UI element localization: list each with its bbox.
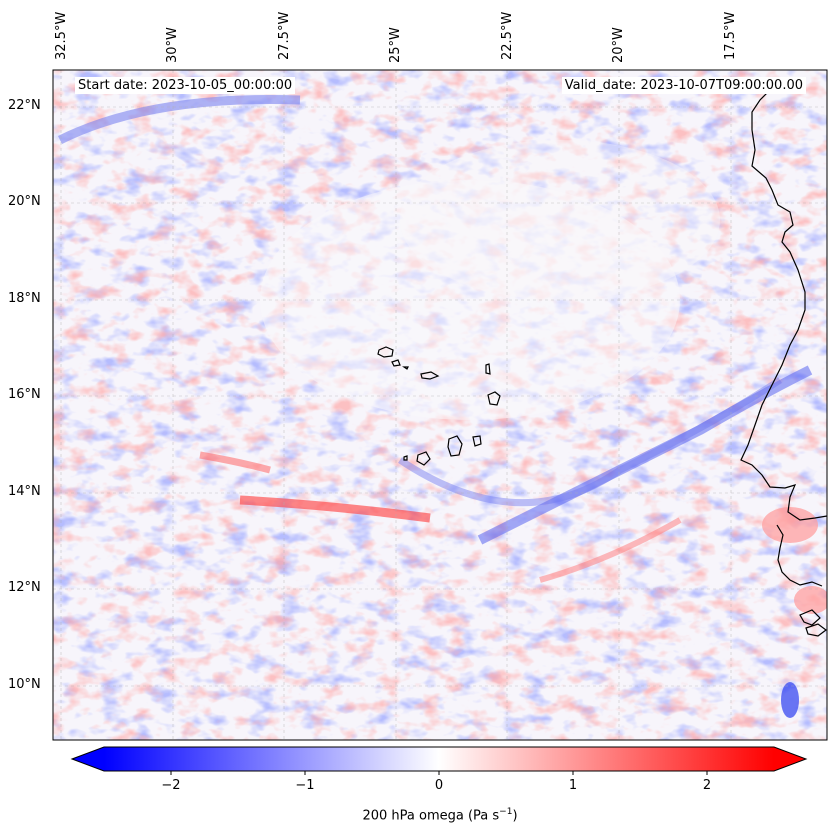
- lat-label-18n: 18°N: [8, 291, 41, 306]
- african-coastline: [740, 89, 828, 637]
- colorbar: [70, 746, 808, 775]
- lat-label-20n: 20°N: [8, 194, 41, 209]
- colorbar-title-text: 200 hPa omega (Pa s: [362, 808, 500, 824]
- colorbar-gradient: [104, 747, 774, 771]
- lat-label-14n: 14°N: [8, 484, 41, 499]
- graticule: [53, 70, 827, 740]
- lat-label-16n: 16°N: [8, 387, 41, 402]
- lon-label-27-5w: 27.5°W: [277, 11, 292, 60]
- colorbar-tick-label: 1: [568, 778, 578, 793]
- colorbar-title: 200 hPa omega (Pa s−1): [362, 807, 517, 823]
- colorbar-tick-label: −1: [295, 778, 315, 793]
- colorbar-tick-label: 2: [702, 778, 712, 793]
- map-frame: [52, 69, 828, 741]
- colorbar-min-extend: [72, 747, 104, 771]
- omega-field: [53, 70, 827, 740]
- valid-date-label: Valid_date: 2023-10-07T09:00:00.00: [561, 77, 806, 94]
- lon-label-25w: 25°W: [388, 27, 403, 63]
- lat-label-22n: 22°N: [8, 98, 41, 113]
- start-date-label: Start date: 2023-10-05_00:00:00: [75, 77, 296, 94]
- lon-label-22-5w: 22.5°W: [500, 11, 515, 60]
- colorbar-tick-label: −2: [161, 778, 181, 793]
- lon-label-17-5w: 17.5°W: [723, 11, 738, 60]
- colorbar-outline: [70, 746, 808, 772]
- lat-label-10n: 10°N: [8, 677, 41, 692]
- colorbar-ticks: [170, 771, 708, 775]
- cape-verde-islands: [377, 346, 501, 466]
- colorbar-title-end: ): [512, 808, 518, 824]
- colorbar-title-exponent: −1: [499, 807, 513, 817]
- lon-label-30w: 30°W: [165, 27, 180, 63]
- lat-label-12n: 12°N: [8, 580, 41, 595]
- colorbar-tick-label: 0: [434, 778, 444, 793]
- lon-label-32-5w: 32.5°W: [54, 11, 69, 60]
- lon-label-20w: 20°W: [611, 27, 626, 63]
- colorbar-max-extend: [774, 747, 806, 771]
